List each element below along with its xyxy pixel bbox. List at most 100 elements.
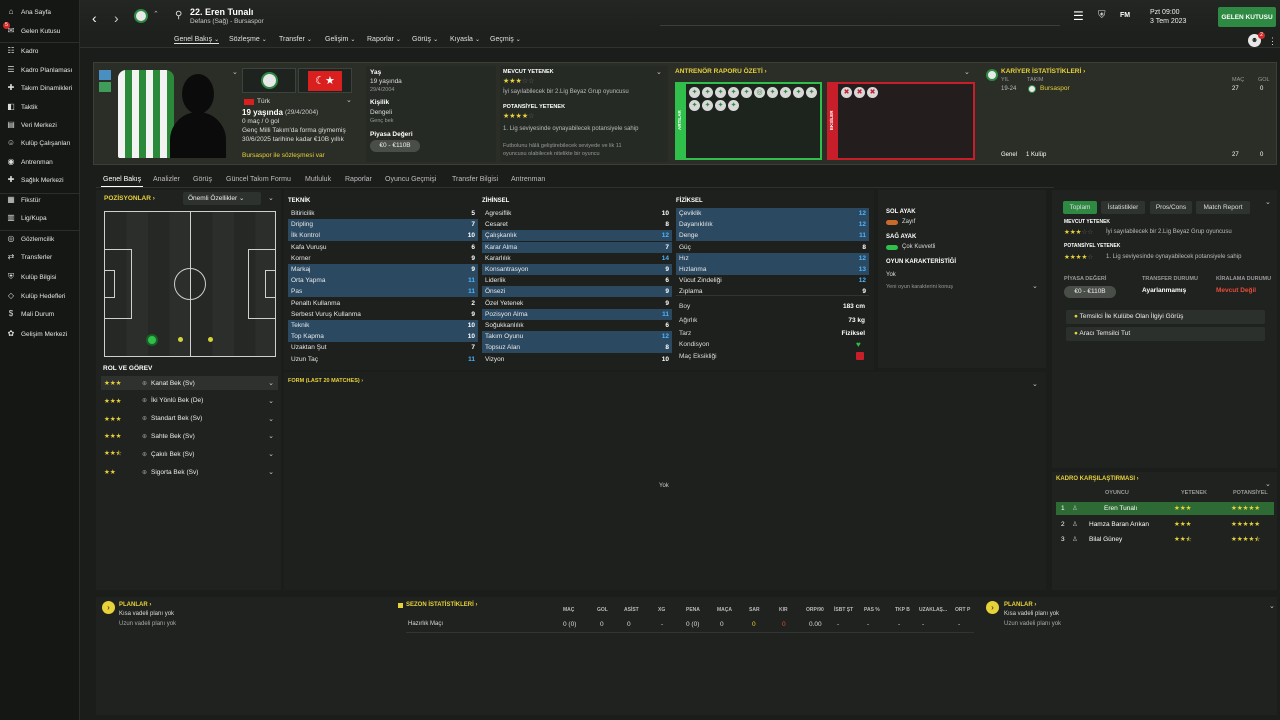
chevron-updown-icon[interactable]: ⌃ — [153, 11, 159, 18]
coach-report-title-text[interactable]: ANTRENÖR RAPORU ÖZETİ — [675, 68, 763, 75]
sidebar-item[interactable]: ☰ Kadro Planlaması — [0, 62, 80, 78]
role-row[interactable]: ★★★ ⊕ Sahte Bek (Sv) ⌄ — [101, 429, 278, 443]
attributes-dropdown[interactable]: Önemli Özellikler ⌄ — [183, 192, 261, 205]
tab-label[interactable]: Gelişim — [325, 36, 349, 43]
role-row[interactable]: ★★★ ⊕ Standart Bek (Sv) ⌄ — [101, 412, 278, 426]
chevron-down-icon[interactable]: ⌄ — [1269, 603, 1275, 610]
chevron-down-icon[interactable]: ⌄ — [395, 37, 401, 43]
chevron-down-icon[interactable]: ⌄ — [268, 415, 274, 423]
plans-left-title[interactable]: PLANLAR › — [119, 602, 152, 608]
chevron-down-icon[interactable]: ⌄ — [1032, 381, 1038, 388]
sidebar-item[interactable]: ◎ Gözlemcilik — [0, 231, 80, 247]
role-name[interactable]: Çakılı Bek (Sv) — [151, 450, 195, 458]
tab-label[interactable]: Raporlar — [367, 36, 394, 43]
chevron-down-icon[interactable]: ⌄ — [1265, 199, 1271, 206]
chevron-down-icon[interactable]: ⌄ — [515, 37, 521, 43]
position-marker-natural[interactable] — [146, 334, 158, 346]
chevron-down-icon[interactable]: ⌄ — [268, 469, 274, 476]
subtab-0[interactable]: Genel Bakış — [103, 176, 142, 183]
sidebar-item[interactable]: ✉ Gelen Kutusu — [0, 23, 80, 39]
grid-icon[interactable]: ⋮⋮ — [1268, 36, 1280, 46]
tab-1[interactable]: Sözleşme ⌄ — [229, 36, 267, 43]
sidebar-item[interactable]: ✿ Gelişim Merkezi — [0, 326, 80, 342]
subtab-1[interactable]: Analizler — [153, 176, 180, 183]
chevron-down-icon[interactable]: ⌄ — [433, 37, 439, 43]
form-title-text[interactable]: FORM (LAST 20 MATCHES) — [288, 378, 360, 384]
squad-player[interactable]: Eren Tunalı — [1104, 505, 1138, 512]
sidebar-item[interactable]: ⇄ Transferler — [0, 249, 80, 265]
search-box[interactable] — [660, 6, 1060, 26]
menu-icon[interactable]: ☰ — [1073, 9, 1084, 23]
cons-box[interactable] — [827, 82, 975, 160]
tab-label[interactable]: Geçmiş — [490, 36, 514, 43]
role-name[interactable]: Kanat Bek (Sv) — [151, 379, 195, 387]
hire-agent-label[interactable]: Aracı Temsilci Tut — [1079, 330, 1131, 337]
chevron-down-icon[interactable]: ⌄ — [1032, 283, 1038, 290]
role-row[interactable]: ★★★ ⊕ Kanat Bek (Sv) ⌄ — [101, 376, 278, 390]
attributes-dropdown-label[interactable]: Önemli Özellikler — [188, 195, 238, 202]
subtab-2[interactable]: Görüş — [193, 176, 213, 183]
positions-title[interactable]: POZİSYONLAR › — [104, 195, 155, 202]
squad-compare-title-text[interactable]: KADRO KARŞILAŞTIRMASI — [1056, 476, 1135, 482]
chevron-down-icon[interactable]: ⌄ — [268, 380, 274, 387]
role-name[interactable]: Sigorta Bek (Sv) — [151, 468, 199, 476]
squad-player[interactable]: Bilal Güney — [1089, 536, 1123, 543]
traits-sub[interactable]: Yeni oyun karakterini konuş — [886, 284, 954, 290]
subtab-7[interactable]: Transfer Bilgisi — [452, 176, 499, 183]
sidebar-item[interactable]: ☷ Kadro — [0, 43, 80, 59]
role-row[interactable]: ★★⯪ ⊕ Çakılı Bek (Sv) ⌄ — [101, 447, 278, 461]
shield-icon[interactable]: ⛨ — [1098, 10, 1106, 21]
position-marker[interactable] — [208, 337, 213, 342]
summary-tab-1[interactable]: İstatistikler — [1101, 201, 1145, 214]
chevron-down-icon[interactable]: ⌄ — [268, 433, 274, 441]
chevron-down-icon[interactable]: ⌄ — [232, 69, 238, 76]
squad-player[interactable]: Hamza Baran Arıkan — [1089, 520, 1149, 528]
sidebar-item[interactable]: $ Mali Durum — [0, 306, 80, 322]
tab-0[interactable]: Genel Bakış ⌄ — [174, 36, 220, 44]
subtab-3[interactable]: Güncel Takım Formu — [226, 176, 291, 183]
role-name[interactable]: İki Yönlü Bek (De) — [151, 397, 204, 405]
summary-tab-3[interactable]: Match Report — [1196, 201, 1250, 214]
notification-icon[interactable]: ☻ — [1248, 34, 1261, 47]
chevron-down-icon[interactable]: ⌄ — [474, 37, 480, 43]
chevron-down-icon[interactable]: ⌄ — [350, 37, 356, 43]
season-stats-title[interactable]: SEZON İSTATİSTİKLERİ › — [406, 602, 478, 608]
nation-flag-icon[interactable]: ☾★ — [298, 68, 352, 93]
positions-title-text[interactable]: POZİSYONLAR — [104, 195, 151, 202]
sidebar-item[interactable]: ⛨ Kulüp Bilgisi — [0, 269, 80, 285]
sidebar-item[interactable]: ✚ Takım Dinamikleri — [0, 80, 80, 96]
tab-7[interactable]: Geçmiş ⌄ — [490, 36, 521, 43]
sidebar-item[interactable]: ☺ Kulüp Çalışanları — [0, 135, 80, 151]
plans-right-title-text[interactable]: PLANLAR — [1004, 602, 1033, 608]
career-title[interactable]: KARİYER İSTATİSTİKLERİ › — [1001, 68, 1086, 75]
inbox-button-label[interactable]: GELEN KUTUSU — [1218, 7, 1276, 27]
squad-row[interactable]: 3 ♙ Bilal Güney ★★⯪ ★★★★⯪ — [1056, 533, 1274, 546]
sidebar-item[interactable]: ▥ Lig/Kupa — [0, 210, 80, 226]
form-title[interactable]: FORM (LAST 20 MATCHES) › — [288, 378, 364, 384]
role-name[interactable]: Standart Bek (Sv) — [151, 415, 203, 423]
squad-row[interactable]: 1 ♙ Eren Tunalı ★★★ ★★★★★ — [1056, 502, 1274, 515]
chevron-down-icon[interactable]: ⌄ — [238, 195, 245, 202]
subtab-4[interactable]: Mutluluk — [305, 176, 332, 183]
tab-2[interactable]: Transfer ⌄ — [279, 36, 312, 43]
tab-label[interactable]: Genel Bakış — [174, 36, 213, 43]
chevron-down-icon[interactable]: ⌄ — [268, 397, 274, 405]
chevron-down-icon[interactable]: ⌄ — [214, 37, 220, 43]
sidebar-item[interactable]: ✚ Sağlık Merkezi — [0, 172, 80, 188]
tab-3[interactable]: Gelişim ⌄ — [325, 36, 355, 43]
sidebar-item[interactable]: ▦ Fikstür — [0, 192, 80, 208]
season-stats-title-text[interactable]: SEZON İSTATİSTİKLERİ — [406, 602, 474, 608]
career-team[interactable]: Bursaspor — [1040, 85, 1070, 92]
tab-4[interactable]: Raporlar ⌄ — [367, 36, 401, 43]
sidebar-item[interactable]: ▤ Veri Merkezi — [0, 117, 80, 133]
tab-5[interactable]: Görüş ⌄ — [412, 36, 438, 43]
tab-label[interactable]: Sözleşme — [229, 36, 260, 43]
tab-label[interactable]: Kıyasla — [450, 36, 473, 43]
chevron-down-icon[interactable]: ⌄ — [268, 195, 274, 202]
chevron-down-icon[interactable]: ⌄ — [1265, 481, 1271, 488]
club-badge-icon[interactable] — [134, 9, 148, 23]
role-row[interactable]: ★★★ ⊕ İki Yönlü Bek (De) ⌄ — [101, 394, 278, 408]
fm-logo[interactable]: FM — [1120, 12, 1131, 19]
agent-interest-button[interactable]: ● Temsilci İle Kulübe Olan İlgiyi Görüş — [1066, 310, 1265, 324]
sidebar-item[interactable]: ◇ Kulüp Hedefleri — [0, 288, 80, 304]
